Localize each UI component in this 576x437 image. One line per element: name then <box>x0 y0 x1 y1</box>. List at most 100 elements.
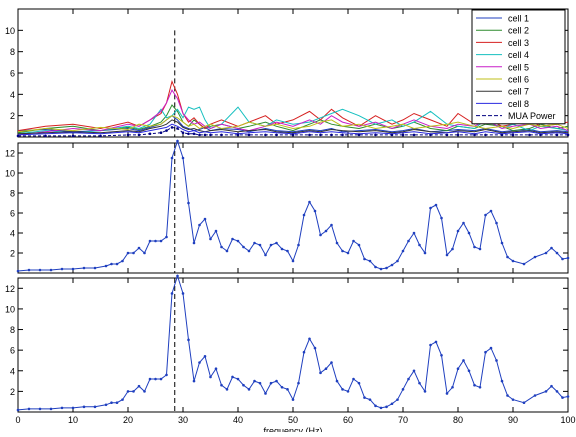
data-point <box>49 268 53 272</box>
data-point <box>220 383 223 387</box>
data-point <box>445 392 449 395</box>
data-point <box>423 390 427 393</box>
legend-label: cell 3 <box>508 38 529 48</box>
data-point <box>390 133 394 137</box>
data-point <box>93 266 97 270</box>
data-point <box>308 337 311 341</box>
data-point <box>308 200 311 204</box>
data-point <box>275 133 278 137</box>
data-point <box>412 231 416 235</box>
data-point <box>264 253 267 257</box>
x-tick-label: 10 <box>68 415 78 425</box>
data-point <box>154 239 157 243</box>
y-tick-label: 8 <box>10 325 15 335</box>
data-point <box>44 134 47 138</box>
data-point <box>429 133 432 137</box>
data-point <box>291 398 295 401</box>
data-point <box>181 131 185 135</box>
data-point <box>566 395 570 398</box>
data-point <box>198 133 201 137</box>
data-point <box>192 241 196 245</box>
data-point <box>330 361 333 364</box>
data-point <box>302 350 306 354</box>
data-point <box>495 359 498 362</box>
data-point <box>522 262 526 266</box>
data-point <box>148 377 152 381</box>
legend-label: cell 6 <box>508 75 529 85</box>
data-point <box>236 133 240 137</box>
data-point <box>247 249 251 253</box>
data-point <box>423 251 427 255</box>
x-tick-label: 20 <box>123 415 133 425</box>
data-point <box>71 134 75 138</box>
data-point <box>176 139 179 143</box>
data-point <box>247 133 251 137</box>
data-point <box>401 133 405 137</box>
data-point <box>280 385 284 389</box>
data-point <box>82 405 86 409</box>
data-point <box>132 390 135 393</box>
data-point <box>302 213 306 217</box>
data-point <box>214 229 218 233</box>
legend-label: cell 2 <box>508 26 529 36</box>
data-point <box>368 259 372 263</box>
data-point <box>445 133 449 137</box>
data-point <box>412 369 416 373</box>
data-point <box>429 206 432 210</box>
data-point <box>275 241 278 245</box>
data-point <box>451 385 454 389</box>
data-point <box>203 133 207 137</box>
data-point <box>390 263 394 267</box>
data-point <box>258 243 262 247</box>
data-point <box>401 249 405 253</box>
data-point <box>253 379 256 383</box>
data-point <box>104 403 108 407</box>
series-line-4 <box>17 106 569 135</box>
data-point <box>231 375 234 379</box>
data-point <box>445 253 449 257</box>
y-tick-label: 8 <box>10 189 15 199</box>
y-tick-label: 6 <box>10 209 15 219</box>
data-point <box>357 133 361 137</box>
data-point <box>407 239 410 243</box>
legend-label: cell 5 <box>508 62 529 72</box>
data-point <box>544 251 548 255</box>
data-point <box>99 134 102 138</box>
data-point <box>126 133 130 137</box>
data-point <box>352 239 355 243</box>
data-point <box>242 383 245 387</box>
data-point <box>154 377 157 381</box>
data-point <box>220 133 223 137</box>
data-point <box>495 221 498 225</box>
data-point <box>209 237 212 241</box>
data-point <box>533 394 537 397</box>
data-point <box>115 401 119 405</box>
data-point <box>247 388 251 391</box>
data-point <box>385 266 388 270</box>
data-point <box>346 251 350 255</box>
y-tick-label: 6 <box>10 69 15 79</box>
data-point <box>220 245 223 249</box>
x-tick-label: 50 <box>288 415 298 425</box>
data-point <box>368 398 372 401</box>
data-point <box>478 385 482 389</box>
data-point <box>236 239 240 243</box>
data-point <box>363 396 366 399</box>
data-point <box>214 367 218 371</box>
data-point <box>319 233 322 237</box>
x-tick-label: 70 <box>398 415 408 425</box>
panel-2-axes-frame <box>17 142 569 274</box>
data-point <box>341 133 344 137</box>
data-point <box>434 203 438 207</box>
data-point <box>198 223 201 227</box>
data-point <box>522 401 526 405</box>
data-point <box>511 133 515 137</box>
legend-label: cell 8 <box>508 99 529 109</box>
data-point <box>192 379 196 383</box>
data-point <box>511 259 515 263</box>
data-point <box>467 369 471 373</box>
data-point <box>264 392 267 395</box>
data-point <box>49 407 53 411</box>
data-point <box>396 259 399 263</box>
